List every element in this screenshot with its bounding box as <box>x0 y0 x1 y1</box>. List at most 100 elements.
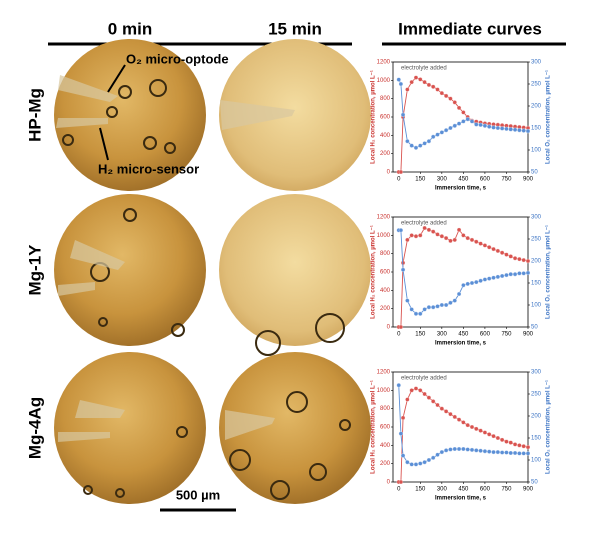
row-label: Mg-1Y <box>25 244 44 296</box>
data-point <box>448 96 453 101</box>
data-point <box>413 145 419 150</box>
data-point <box>517 451 522 456</box>
data-point <box>495 449 500 455</box>
data-point <box>461 420 466 425</box>
data-point <box>495 125 500 131</box>
data-point <box>396 77 401 82</box>
x-tick-label: 150 <box>415 177 426 183</box>
data-point <box>426 305 432 310</box>
data-point <box>508 127 513 132</box>
data-point <box>422 141 427 146</box>
y-tick-label: 1200 <box>377 215 391 221</box>
data-point <box>469 280 475 286</box>
data-point <box>474 122 479 127</box>
data-point <box>418 233 423 238</box>
data-point <box>398 479 404 485</box>
data-point <box>461 119 466 124</box>
y2-axis-label: Local O₂ concentration, µmol L⁻¹ <box>545 380 552 474</box>
annotation: electrolyte added <box>401 66 447 72</box>
data-point <box>504 450 509 455</box>
data-point <box>409 462 414 467</box>
data-point <box>426 227 432 232</box>
y-tick-label: 800 <box>380 406 391 412</box>
data-point <box>400 112 406 117</box>
data-point <box>426 82 432 88</box>
data-point <box>499 273 505 279</box>
data-point <box>495 274 500 279</box>
data-point <box>426 395 432 400</box>
data-point <box>504 439 509 444</box>
data-point <box>413 462 419 467</box>
data-point <box>482 243 488 248</box>
series-line <box>398 388 529 483</box>
y-tick-label: 600 <box>380 115 391 121</box>
data-point <box>435 402 440 408</box>
data-point <box>495 435 500 441</box>
data-point <box>525 128 531 134</box>
column-header: Immediate curves <box>398 19 542 38</box>
data-point <box>400 415 406 420</box>
photo <box>54 352 206 504</box>
data-point <box>398 169 404 175</box>
y-tick-label: 0 <box>387 325 391 331</box>
data-point <box>435 232 440 237</box>
data-point <box>491 125 496 130</box>
data-point <box>512 256 518 261</box>
y-axis-label: Local H₂ concentration, µmol L⁻¹ <box>370 225 377 319</box>
data-point <box>499 250 505 255</box>
data-point <box>491 434 496 439</box>
data-point <box>413 311 419 316</box>
y2-tick-label: 150 <box>531 436 542 442</box>
x-tick-label: 150 <box>415 487 426 493</box>
y-tick-label: 600 <box>380 270 391 276</box>
y-tick-label: 400 <box>380 288 391 294</box>
data-point <box>487 449 492 454</box>
data-point <box>452 414 457 420</box>
data-point <box>478 122 483 128</box>
data-point <box>491 275 496 280</box>
data-point <box>461 110 466 115</box>
x-axis-label: Immersion time, s <box>435 341 487 347</box>
y2-tick-label: 200 <box>531 104 542 110</box>
data-point <box>474 279 479 285</box>
data-point <box>409 143 414 148</box>
data-point <box>448 125 453 131</box>
x-tick-label: 300 <box>437 332 448 338</box>
x-tick-label: 900 <box>523 332 534 338</box>
data-point <box>517 257 522 262</box>
data-point <box>422 460 427 465</box>
y2-tick-label: 200 <box>531 259 542 265</box>
series-line <box>398 229 529 315</box>
data-point <box>482 430 488 435</box>
y2-tick-label: 250 <box>531 237 542 243</box>
data-point <box>482 277 488 282</box>
data-point <box>413 234 419 239</box>
data-point <box>499 126 505 131</box>
data-point <box>398 228 404 233</box>
y2-tick-label: 300 <box>531 215 542 221</box>
data-point <box>405 460 410 465</box>
y-tick-label: 1200 <box>377 370 391 376</box>
y2-tick-label: 50 <box>531 325 538 331</box>
pointer <box>99 127 109 161</box>
data-point <box>469 237 475 243</box>
x-tick-label: 600 <box>480 332 491 338</box>
data-point <box>439 91 444 96</box>
pointer <box>107 64 126 93</box>
data-point <box>452 100 457 105</box>
series-line <box>398 77 529 173</box>
y-tick-label: 400 <box>380 133 391 139</box>
x-axis-label: Immersion time, s <box>435 496 487 502</box>
data-point <box>400 453 406 458</box>
data-point <box>400 267 406 272</box>
data-point <box>456 105 462 110</box>
data-point <box>461 283 466 288</box>
data-point <box>452 446 457 452</box>
data-point <box>409 388 414 393</box>
x-tick-label: 900 <box>523 487 534 493</box>
data-point <box>521 257 526 263</box>
data-point <box>508 440 513 445</box>
y-tick-label: 200 <box>380 306 391 312</box>
data-point <box>456 417 462 422</box>
